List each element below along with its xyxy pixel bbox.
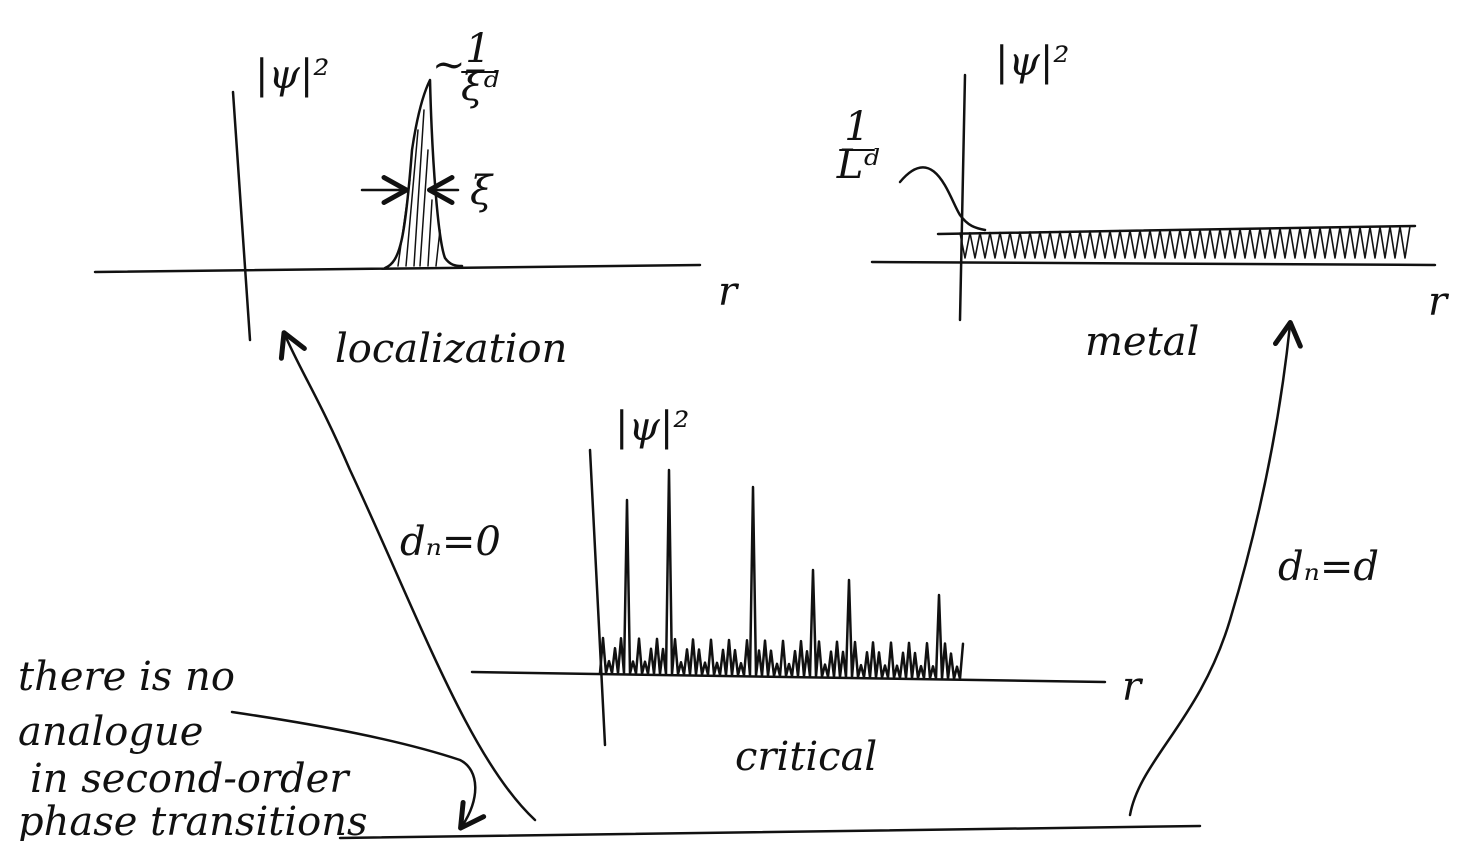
y-axis [588, 448, 607, 747]
base-line [338, 824, 1202, 840]
y-label: |ψ|² [615, 404, 689, 450]
note-line: there is no [18, 654, 235, 700]
peak-hatch [397, 109, 441, 267]
arrow-label: dₙ=d [1278, 544, 1379, 590]
metal-panel: |ψ|² 1 Lᵈ r metal [836, 39, 1450, 365]
y-label: |ψ|² [995, 39, 1069, 85]
critical-panel: |ψ|² r critical [470, 404, 1144, 780]
level [936, 224, 1417, 236]
arrow-to-metal [1128, 320, 1303, 817]
note-line: in second-order [30, 756, 351, 802]
level-numerator: 1 [844, 104, 869, 150]
y-axis [231, 90, 252, 342]
y-axis [958, 73, 967, 322]
x-label: r [1428, 279, 1450, 325]
y-label: |ψ|² [255, 52, 329, 98]
caption: metal [1085, 319, 1199, 365]
level-denominator: Lᵈ [836, 142, 880, 188]
x-label: r [1122, 664, 1144, 710]
note-line: analogue [18, 709, 203, 755]
note-arrow [230, 710, 487, 831]
arrow-label: dₙ=0 [400, 519, 501, 565]
peak-prefix: ~ [432, 42, 466, 88]
spikes [598, 468, 965, 681]
peak [383, 78, 464, 270]
peak-numerator: 1 [465, 26, 490, 72]
note-line: phase transitions [18, 799, 368, 841]
pointer [898, 166, 987, 232]
x-axis [93, 263, 702, 274]
arrow-to-localization [278, 330, 537, 822]
x-label: r [718, 269, 740, 315]
caption: localization [335, 326, 567, 372]
x-axis [470, 670, 1107, 684]
peak-denominator: ξᵈ [461, 64, 499, 110]
level-hatch [959, 225, 1411, 259]
localization-panel: |ψ|² ~ 1 ξᵈ ξ r localization [93, 26, 740, 372]
width-label: ξ [470, 168, 494, 214]
x-axis [870, 260, 1437, 267]
caption: critical [735, 734, 877, 780]
